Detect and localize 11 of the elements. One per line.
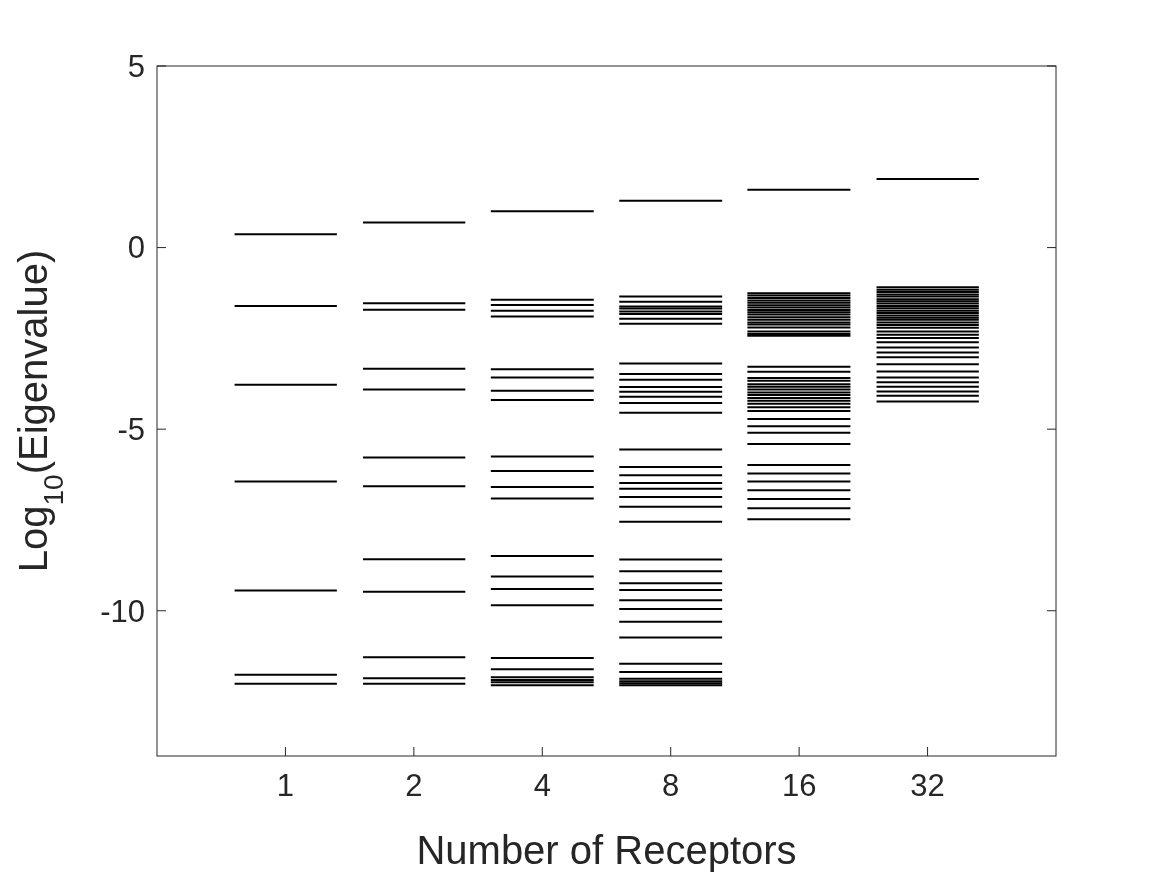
x-tick-label: 32 bbox=[910, 768, 945, 803]
x-tick-label: 2 bbox=[405, 768, 423, 803]
x-tick-label: 16 bbox=[781, 768, 817, 803]
x-tick-label: 1 bbox=[276, 768, 295, 803]
x-tick-label: 8 bbox=[662, 768, 680, 803]
y-tick-label: -5 bbox=[117, 412, 145, 448]
y-tick-label: -10 bbox=[100, 593, 145, 629]
x-axis-title: Number of Receptors bbox=[416, 828, 797, 872]
x-tick-label: 4 bbox=[533, 768, 551, 803]
y-tick-label: 0 bbox=[127, 230, 145, 266]
y-tick-label: 5 bbox=[127, 48, 145, 84]
